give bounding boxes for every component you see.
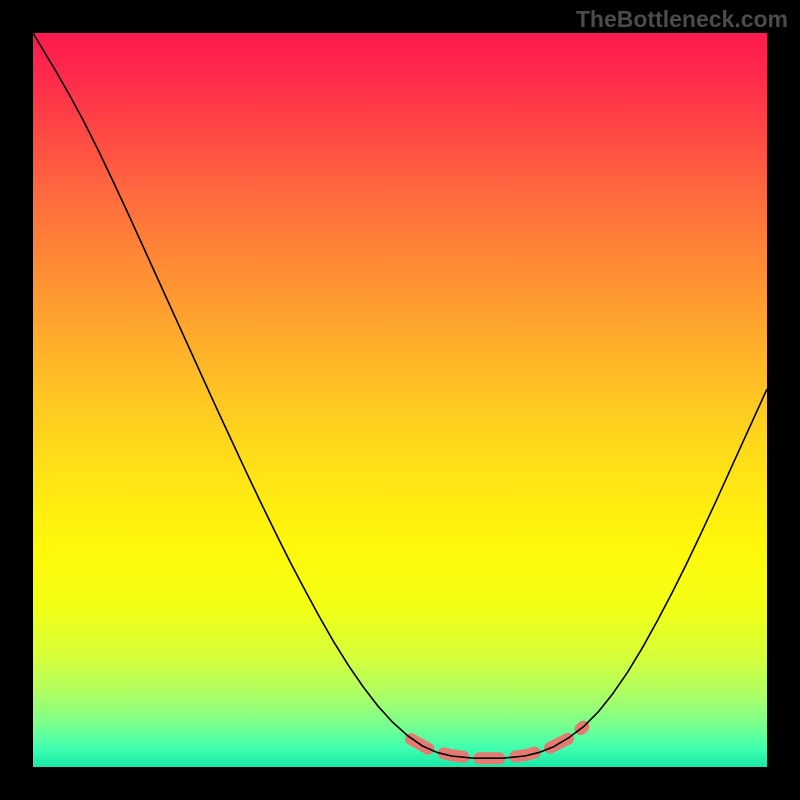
plot-background [33, 33, 767, 767]
chart-svg [0, 0, 800, 800]
chart-stage: TheBottleneck.com [0, 0, 800, 800]
watermark-text: TheBottleneck.com [576, 6, 788, 33]
